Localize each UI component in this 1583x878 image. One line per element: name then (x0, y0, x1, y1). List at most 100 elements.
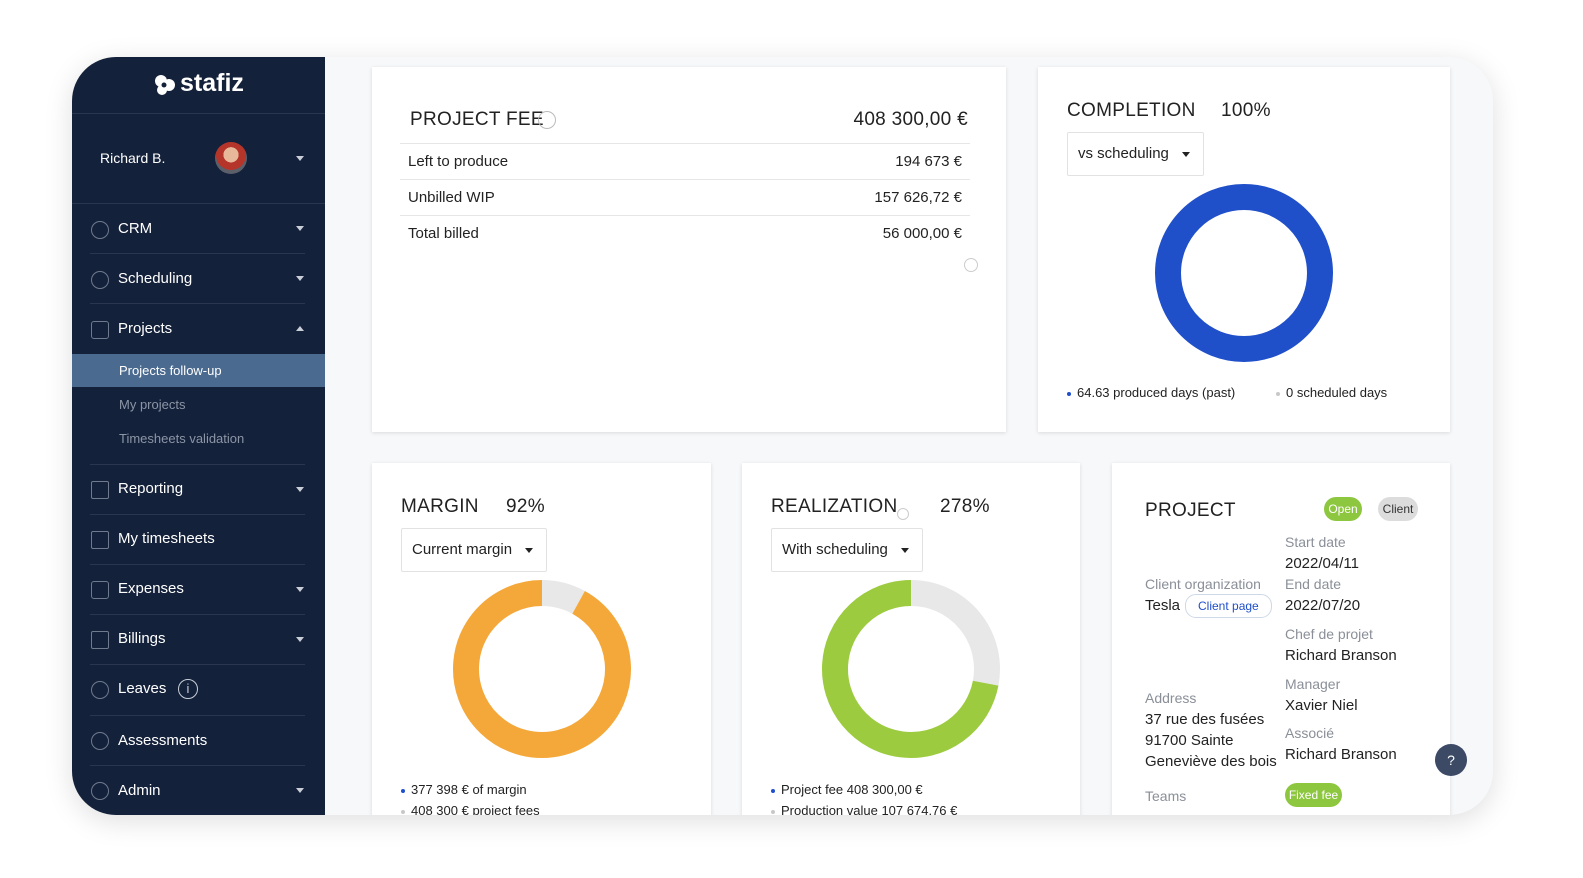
help-button[interactable]: ? (1435, 744, 1467, 776)
donut-segment (822, 580, 999, 758)
legend-text: 408 300 € project fees (411, 803, 540, 815)
dropdown-label: With scheduling (782, 541, 888, 558)
menu-item[interactable]: Scheduling (118, 270, 193, 287)
card-value: 278% (940, 496, 990, 517)
legend-dot (771, 788, 775, 793)
legend-item: Production value 107 674,76 € (771, 803, 957, 815)
field-value: 2022/07/20 (1285, 597, 1361, 614)
avatar[interactable] (215, 142, 247, 174)
legend-text: Project fee 408 300,00 € (781, 782, 923, 797)
field-label: Manager (1285, 676, 1341, 692)
app-window: stafiz Richard B. CRM Scheduling Project… (72, 57, 1493, 815)
submenu-item[interactable]: Projects follow-up (119, 363, 222, 378)
sidebar: stafiz Richard B. CRM Scheduling Project… (72, 57, 325, 815)
info-icon[interactable] (964, 258, 978, 272)
active-item-bg (72, 354, 325, 387)
completion-card: COMPLETION 100% vs scheduling 64.63 prod… (1038, 67, 1450, 432)
card-value: 92% (506, 496, 545, 517)
type-badge: Client (1378, 497, 1418, 521)
row-value: 194 673 € (895, 153, 962, 170)
legend-text: 377 398 € of margin (411, 782, 527, 797)
field-value: Xavier Niel (1285, 697, 1358, 714)
fee-row: Left to produce 194 673 € (400, 143, 970, 180)
card-title: PROJECT FEE (410, 109, 544, 130)
fee-badge: Fixed fee (1285, 783, 1342, 807)
field-label: Teams (1145, 788, 1187, 804)
card-title: PROJECT (1145, 500, 1236, 521)
menu-item[interactable]: Billings (118, 630, 166, 647)
info-icon[interactable]: i (178, 679, 198, 699)
legend-item: 0 scheduled days (1276, 385, 1387, 400)
row-value: 157 626,72 € (874, 189, 962, 206)
donut (1155, 184, 1333, 362)
address-line: 91700 Sainte (1145, 732, 1234, 749)
field-label: Associé (1285, 725, 1335, 741)
project-fee-card: PROJECT FEE 408 300,00 € Left to produce… (372, 67, 1006, 432)
logo: stafiz (180, 69, 244, 97)
donut-segment (910, 580, 1000, 686)
field-value: 2022/04/11 (1285, 555, 1359, 572)
fee-row: Unbilled WIP 157 626,72 € (400, 179, 970, 216)
project-card: PROJECT Open Client Start date 2022/04/1… (1112, 463, 1450, 815)
card-title: MARGIN (401, 496, 479, 517)
card-title: COMPLETION (1067, 100, 1196, 121)
field-label: Chef de projet (1285, 626, 1373, 642)
card-value: 100% (1221, 100, 1271, 121)
realization-card: REALIZATION 278% With scheduling Project… (742, 463, 1080, 815)
legend-dot (1067, 391, 1071, 396)
donut (453, 580, 631, 758)
fee-row: Total billed 56 000,00 € (400, 215, 970, 252)
donut (822, 580, 1000, 758)
menu-item[interactable]: My timesheets (118, 530, 215, 547)
legend-dot (401, 788, 405, 793)
user-name[interactable]: Richard B. (100, 150, 166, 166)
menu-item[interactable]: Projects (118, 320, 173, 337)
menu-item[interactable]: Reporting (118, 480, 184, 497)
margin-card: MARGIN 92% Current margin 377 398 € of m… (372, 463, 711, 815)
fee-total: 408 300,00 € (853, 109, 968, 130)
legend-item: 64.63 produced days (past) (1067, 385, 1235, 400)
row-label: Total billed (408, 225, 479, 242)
field-label: Start date (1285, 534, 1346, 550)
donut-segment (1155, 184, 1333, 362)
dropdown-label: Current margin (412, 541, 513, 558)
menu-item[interactable]: Leaves (118, 680, 167, 697)
field-value: Richard Branson (1285, 647, 1397, 664)
legend-item: Project fee 408 300,00 € (771, 782, 923, 797)
info-icon[interactable] (538, 111, 556, 129)
menu-item[interactable]: Admin (118, 782, 161, 799)
legend-text: Production value 107 674,76 € (781, 803, 958, 815)
card-title: REALIZATION (771, 496, 898, 517)
submenu-item[interactable]: My projects (119, 397, 186, 412)
dropdown-label: vs scheduling (1078, 145, 1169, 162)
donut-segment (541, 580, 585, 615)
menu-item[interactable]: Expenses (118, 580, 184, 597)
info-icon[interactable] (897, 508, 909, 520)
legend-text: 0 scheduled days (1286, 385, 1388, 400)
legend-text: 64.63 produced days (past) (1077, 385, 1236, 400)
field-value: Richard Branson (1285, 746, 1397, 763)
address-line: Geneviève des bois (1145, 753, 1277, 770)
field-label: End date (1285, 576, 1342, 592)
legend-dot (401, 809, 405, 814)
logo-icon (155, 75, 175, 95)
donut-segment (453, 580, 631, 758)
address-line: 37 rue des fusées (1145, 711, 1265, 728)
legend-item: 377 398 € of margin (401, 782, 527, 797)
row-value: 56 000,00 € (882, 225, 962, 242)
row-label: Unbilled WIP (408, 189, 495, 206)
dropdown[interactable]: Current margin (401, 528, 547, 572)
legend-dot (771, 809, 775, 814)
row-label: Left to produce (408, 153, 509, 170)
field-label: Address (1145, 690, 1197, 706)
dropdown[interactable]: vs scheduling (1067, 132, 1204, 176)
field-label: Client organization (1145, 576, 1261, 592)
client-page-button[interactable]: Client page (1185, 594, 1272, 618)
menu-item[interactable]: CRM (118, 220, 153, 237)
menu-item[interactable]: Assessments (118, 732, 208, 749)
dropdown[interactable]: With scheduling (771, 528, 923, 572)
submenu-item[interactable]: Timesheets validation (119, 431, 245, 446)
legend-item: 408 300 € project fees (401, 803, 540, 815)
legend-dot (1276, 391, 1280, 396)
